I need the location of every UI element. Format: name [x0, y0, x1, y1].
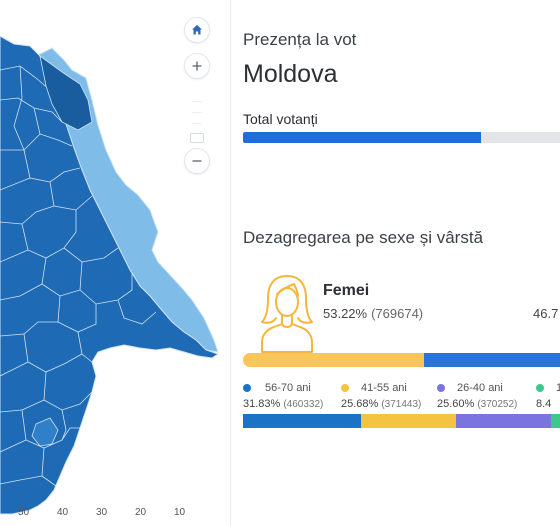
- map-region-main[interactable]: [0, 35, 220, 515]
- map-scale: 50 40 30 20 10: [0, 496, 230, 526]
- plus-icon: [192, 61, 202, 71]
- age-bar-segment[interactable]: [243, 414, 361, 428]
- age-bar-segment[interactable]: [456, 414, 552, 428]
- panel-divider: [230, 0, 231, 526]
- age-group-percent: 25.68%: [341, 398, 379, 410]
- age-bar-segment[interactable]: [361, 414, 457, 428]
- legend-dot: [243, 384, 251, 392]
- age-group-label: 26-40 ani: [457, 382, 503, 394]
- scale-label: 30: [96, 507, 108, 518]
- legend-dot: [536, 384, 544, 392]
- zoom-in-button[interactable]: [184, 53, 210, 79]
- age-group-item[interactable]: 41-55 ani 25.68% (371443): [341, 381, 421, 410]
- legend-dot: [437, 384, 445, 392]
- total-voters-fill: [243, 132, 481, 143]
- district-borders: [0, 65, 157, 487]
- home-button[interactable]: [184, 17, 210, 43]
- age-group-count: (370252): [477, 399, 518, 410]
- female-count: (769674): [371, 306, 424, 321]
- map-region-south-detail[interactable]: [31, 417, 59, 447]
- age-group-percent: 25.60%: [437, 398, 475, 410]
- gender-bar-female[interactable]: [243, 353, 424, 367]
- age-group-percent: 31.83%: [243, 398, 281, 410]
- female-percent: 53.22%: [323, 306, 368, 321]
- age-group-label: 56-70 ani: [265, 382, 311, 394]
- age-group-percent: 8.4: [536, 398, 552, 410]
- female-stats: 53.22% (769674): [323, 306, 423, 321]
- age-group-item[interactable]: 1 8.4: [536, 381, 560, 410]
- age-group-count: (371443): [381, 399, 422, 410]
- age-distribution-bar[interactable]: [243, 414, 560, 428]
- female-avatar-icon: [261, 275, 313, 353]
- scale-label: 20: [135, 507, 147, 518]
- age-legend: 56-70 ani 31.83% (460332) 41-55 ani 25.68…: [243, 381, 560, 421]
- total-voters-bar[interactable]: [243, 132, 560, 143]
- legend-dot: [341, 384, 349, 392]
- total-voters-label: Total votanți: [243, 111, 318, 127]
- age-group-label: 41-55 ani: [361, 382, 407, 394]
- age-group-count: (460332): [283, 399, 324, 410]
- stats-panel: Prezența la vot Moldova Total votanți De…: [243, 0, 560, 526]
- age-group-label: 1: [556, 382, 560, 394]
- page-title: Moldova: [243, 60, 338, 88]
- scale-label: 50: [18, 507, 30, 518]
- breakdown-heading: Dezagregarea pe sexe și vârstă: [243, 228, 484, 247]
- map-region-north[interactable]: [39, 55, 93, 131]
- zoom-slider-handle[interactable]: [190, 133, 204, 143]
- male-percent: 46.7: [533, 306, 559, 321]
- scale-label: 40: [57, 507, 69, 518]
- moldova-map[interactable]: [0, 0, 230, 526]
- age-group-item[interactable]: 26-40 ani 25.60% (370252): [437, 381, 517, 410]
- home-icon: [192, 25, 202, 35]
- zoom-out-button[interactable]: [184, 148, 210, 174]
- age-bar-segment[interactable]: [551, 414, 560, 428]
- gender-bar[interactable]: [243, 353, 560, 367]
- map-panel[interactable]: 50 40 30 20 10: [0, 0, 230, 526]
- minus-icon: [192, 160, 202, 162]
- gender-bar-male[interactable]: [423, 353, 560, 367]
- female-label: Femei: [323, 282, 370, 299]
- scale-label: 10: [174, 507, 186, 518]
- age-group-item[interactable]: 56-70 ani 31.83% (460332): [243, 381, 323, 410]
- page-subtitle: Prezența la vot: [243, 30, 357, 49]
